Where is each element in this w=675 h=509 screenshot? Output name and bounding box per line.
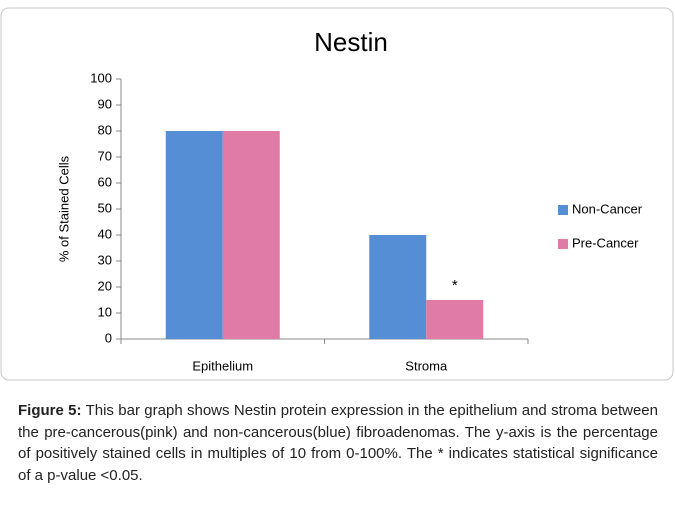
chart: Nestin % of Stained Cells 0 10 20 30 40 50 60 7… [0,7,674,381]
bar [165,131,223,339]
x-tick-label: Stroma [405,358,448,373]
caption: Figure 5: This bar graph shows Nestin pr… [18,400,658,486]
legend-swatch [558,205,568,215]
y-tick-label: 30 [98,252,112,267]
y-tick-label: 80 [98,122,112,137]
y-tick-label: 20 [98,278,112,293]
y-tick-label: 0 [105,330,112,345]
y-tick-label: 40 [98,226,112,241]
legend-swatch [558,239,568,249]
bar [426,300,484,339]
bar [369,235,427,339]
x-tick-label: Epithelium [192,358,253,373]
y-tick-label: 10 [98,304,112,319]
legend-label: Pre-Cancer [572,235,639,250]
y-tick-label: 100 [90,70,112,85]
caption-text: This bar graph shows Nestin protein expr… [18,402,658,484]
caption-label: Figure 5: [18,402,82,419]
chart-border [0,7,674,381]
annotation: * [452,277,458,294]
y-tick-label: 50 [98,200,112,215]
y-tick-label: 60 [98,174,112,189]
legend-label: Non-Cancer [572,201,643,216]
bar [222,131,280,339]
y-axis-label: % of Stained Cells [56,155,71,262]
y-tick-label: 70 [98,148,112,163]
y-tick-label: 90 [98,96,112,111]
chart-title: Nestin [314,27,388,57]
